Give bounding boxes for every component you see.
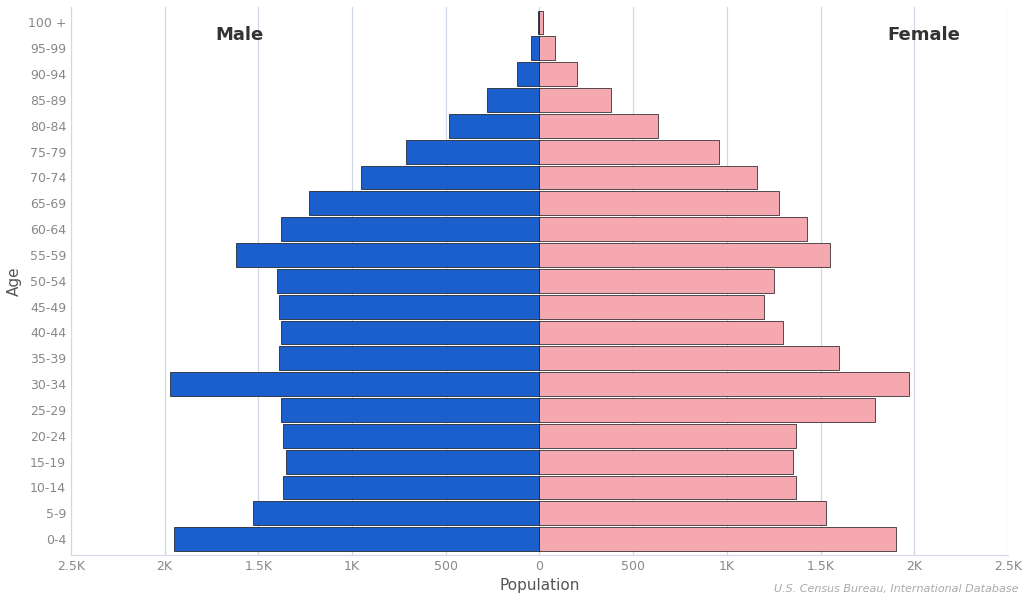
Bar bbox=[539, 346, 840, 370]
Y-axis label: Age: Age bbox=[7, 266, 22, 296]
Bar bbox=[174, 527, 539, 551]
Bar bbox=[531, 37, 539, 60]
Bar bbox=[283, 424, 539, 448]
Bar bbox=[236, 243, 539, 267]
Bar bbox=[281, 398, 539, 422]
Bar bbox=[281, 217, 539, 241]
Bar bbox=[539, 450, 792, 473]
Bar bbox=[538, 11, 539, 34]
Bar bbox=[170, 372, 539, 396]
Bar bbox=[539, 269, 774, 293]
Bar bbox=[283, 476, 539, 499]
Bar bbox=[539, 527, 895, 551]
Bar bbox=[539, 295, 765, 319]
Bar bbox=[539, 476, 796, 499]
Bar bbox=[539, 62, 577, 86]
Bar bbox=[281, 320, 539, 344]
Bar bbox=[286, 450, 539, 473]
Bar bbox=[539, 424, 796, 448]
Text: Male: Male bbox=[215, 26, 263, 44]
Bar bbox=[361, 166, 539, 190]
Bar bbox=[539, 191, 779, 215]
Bar bbox=[539, 166, 757, 190]
Bar bbox=[279, 295, 539, 319]
Text: Female: Female bbox=[887, 26, 960, 44]
Bar bbox=[279, 346, 539, 370]
Bar bbox=[539, 140, 719, 164]
Bar bbox=[309, 191, 539, 215]
Bar bbox=[539, 37, 556, 60]
Bar bbox=[517, 62, 539, 86]
X-axis label: Population: Population bbox=[499, 578, 579, 593]
Bar bbox=[487, 88, 539, 112]
Bar bbox=[539, 217, 808, 241]
Bar bbox=[277, 269, 539, 293]
Bar bbox=[539, 11, 543, 34]
Bar bbox=[539, 502, 826, 525]
Bar bbox=[450, 114, 539, 137]
Bar bbox=[539, 243, 830, 267]
Bar bbox=[539, 114, 658, 137]
Bar bbox=[253, 502, 539, 525]
Bar bbox=[406, 140, 539, 164]
Text: U.S. Census Bureau, International Database: U.S. Census Bureau, International Databa… bbox=[774, 584, 1019, 594]
Bar bbox=[539, 320, 783, 344]
Bar bbox=[539, 398, 875, 422]
Bar bbox=[539, 88, 610, 112]
Bar bbox=[539, 372, 909, 396]
